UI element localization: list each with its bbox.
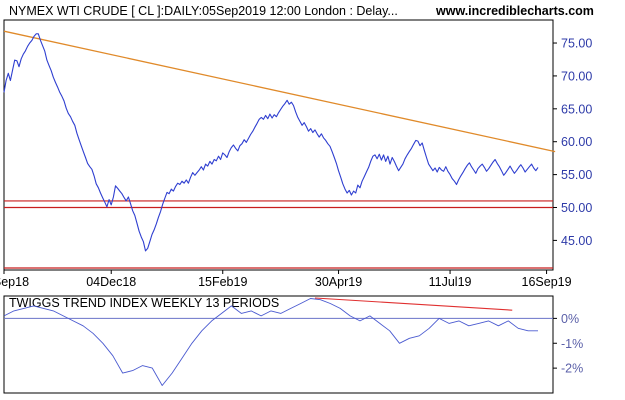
indicator-series-line	[3, 298, 538, 386]
indicator-tick-label: -1%	[561, 337, 583, 351]
indicator-title: TWIGGS TREND INDEX WEEKLY 13 PERIODS	[9, 296, 279, 310]
y-tick-label: 70.00	[561, 69, 592, 83]
y-tick-label: 75.00	[561, 37, 592, 51]
y-tick-label: 50.00	[561, 201, 592, 215]
indicator-tick-label: 0%	[561, 312, 579, 326]
indicator-panel-frame	[3, 295, 554, 394]
indicator-panel: TWIGGS TREND INDEX WEEKLY 13 PERIODS 0% -1…	[3, 295, 583, 394]
x-tick-label: 11Jul19	[429, 275, 472, 289]
x-tick-label: 24Sep18	[0, 275, 29, 289]
date-axis: 24Sep18 04Dec18 15Feb19 30Apr19 11Jul19 16Sep…	[0, 270, 572, 289]
y-tick-label: 60.00	[561, 135, 592, 149]
y-tick-label: 65.00	[561, 102, 592, 116]
x-tick-label: 30Apr19	[315, 275, 362, 289]
x-tick-label: 15Feb19	[198, 275, 247, 289]
site-link[interactable]: www.incrediblecharts.com	[436, 4, 594, 18]
chart-title: NYMEX WTI CRUDE [ CL ]:DAILY:05Sep2019 1…	[9, 4, 398, 18]
price-panel: 45.00 50.00 55.00 60.00 65.00 70.00 75.00	[3, 19, 592, 271]
indicator-tick-label: -2%	[561, 362, 583, 376]
price-series-line	[3, 33, 539, 252]
y-tick-label: 45.00	[561, 234, 592, 248]
indicator-trendline	[314, 297, 513, 311]
resistance-trendline	[3, 30, 556, 153]
x-tick-label: 04Dec18	[86, 275, 136, 289]
y-tick-label: 55.00	[561, 168, 592, 182]
x-tick-label: 16Sep19	[522, 275, 572, 289]
price-panel-frame	[3, 19, 554, 271]
